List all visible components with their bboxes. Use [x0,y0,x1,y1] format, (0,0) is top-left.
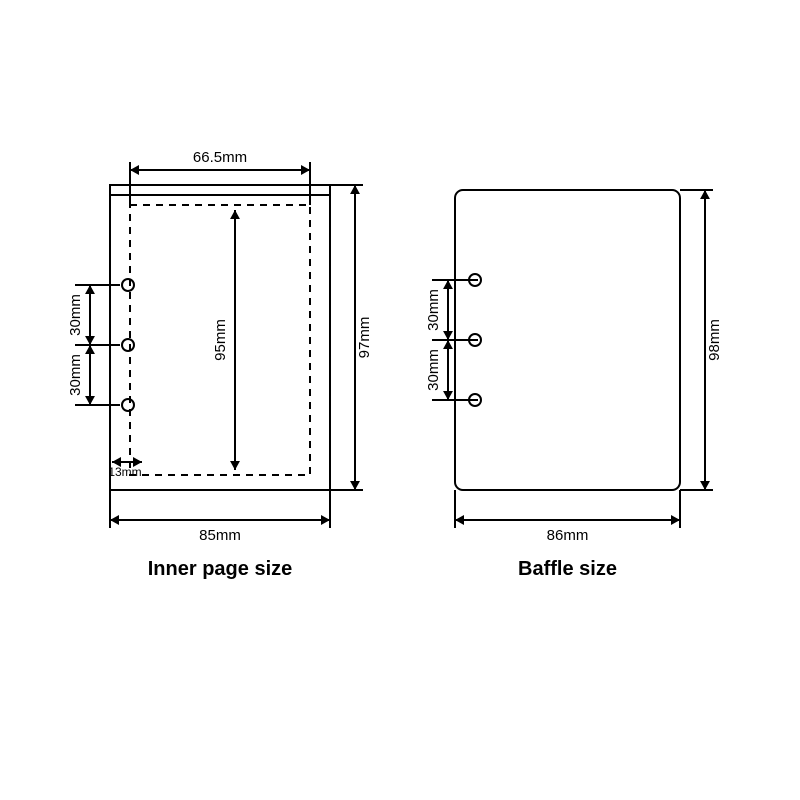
svg-text:30mm: 30mm [425,349,442,391]
svg-text:30mm: 30mm [425,289,442,331]
inner-page-hole-1 [122,279,134,291]
dim-hole-margin-label: 13mm [108,465,141,479]
svg-text:85mm: 85mm [199,527,241,544]
svg-text:97mm: 97mm [356,317,373,359]
svg-text:98mm: 98mm [706,319,723,361]
svg-text:30mm: 30mm [67,354,84,396]
inner-page-caption: Inner page size [148,558,293,580]
inner-page-hole-2 [122,339,134,351]
svg-text:95mm: 95mm [212,319,229,361]
inner-page-hole-3 [122,399,134,411]
svg-text:30mm: 30mm [67,294,84,336]
svg-text:66.5mm: 66.5mm [193,149,247,166]
svg-text:86mm: 86mm [547,527,589,544]
inner-page-tab [110,185,330,195]
baffle-caption: Baffle size [518,558,617,580]
baffle-rect [455,190,680,490]
